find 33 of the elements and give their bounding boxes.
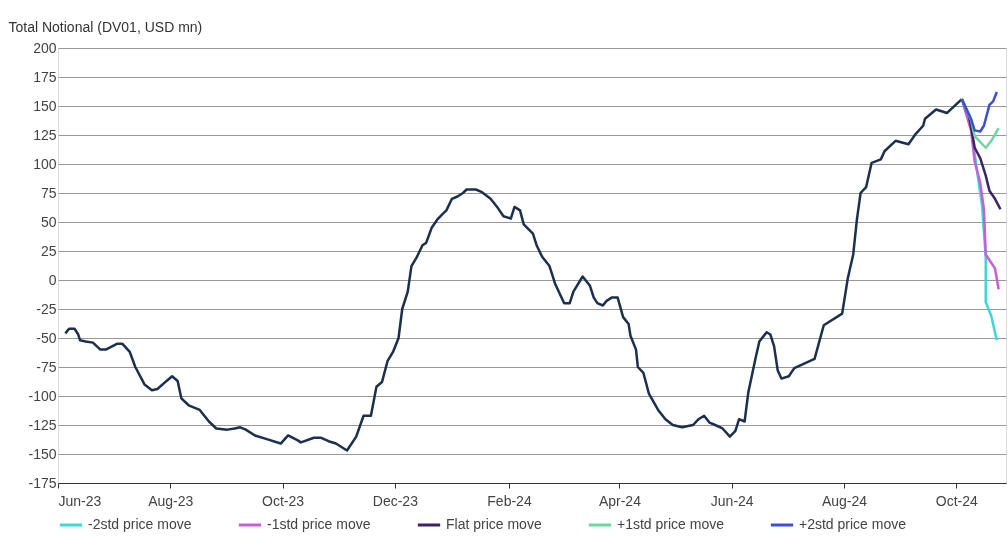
y-tick-label: 150 [33,97,57,114]
y-tick-label: 50 [40,213,57,230]
line-series [960,90,999,133]
x-tick-label: Jun-24 [710,492,754,509]
y-tick-label: -25 [36,300,57,317]
legend-label: -1std price move [267,516,371,532]
y-tick-label: 200 [33,39,57,56]
y-tick-label: 175 [33,68,57,85]
y-tick-label: 75 [40,184,57,201]
y-tick-label: -50 [36,329,57,346]
y-tick-label: -150 [28,445,57,462]
x-tick-label: Oct-23 [262,492,305,509]
y-tick-label: -125 [28,416,57,433]
line-series [64,97,964,452]
y-tick-label: -175 [28,474,57,491]
legend-label: +2std price move [799,516,907,532]
x-tick-label: Aug-23 [148,492,194,509]
y-axis-title: Total Notional (DV01, USD mn) [8,18,203,35]
y-tick-label: -75 [36,358,57,375]
y-tick-label: 25 [40,242,57,259]
y-tick-label: 125 [33,126,57,143]
legend-label: Flat price move [446,516,542,532]
x-tick-label: Apr-24 [598,492,642,509]
x-tick-label: Jun-23 [58,492,102,509]
legend-label: +1std price move [617,516,725,532]
x-tick-label: Aug-24 [821,492,868,509]
y-tick-label: 0 [48,271,57,288]
legend-label: -2std price move [88,516,192,532]
x-tick-label: Feb-24 [487,492,532,509]
x-tick-label: Oct-24 [935,492,979,509]
y-tick-label: 100 [33,155,57,172]
y-tick-label: -100 [28,387,57,404]
x-tick-label: Dec-23 [372,492,419,509]
